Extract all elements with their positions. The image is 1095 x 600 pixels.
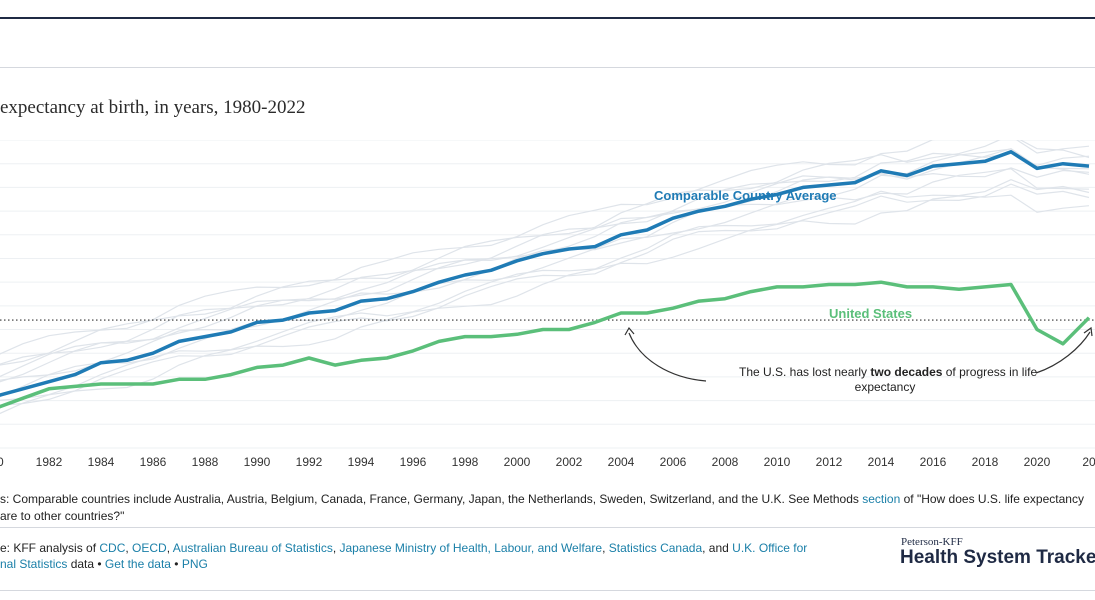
statcan-link[interactable]: Statistics Canada [608,541,703,555]
x-tick-label: 1994 [348,455,375,469]
uk-ons-link[interactable]: U.K. Office for [732,541,808,555]
country-line [0,168,1090,398]
annotation-arrowhead-left [624,326,635,336]
x-tick-label: 2014 [868,455,895,469]
oecd-link[interactable]: OECD [132,541,167,555]
x-tick-label: 2004 [608,455,635,469]
annotation-text-line2: expectancy [855,380,916,394]
source-and: , and [702,541,733,555]
x-tick-label: 1988 [192,455,219,469]
line-chart: Comparable Country Average United States T… [0,140,1095,469]
country-line [0,140,1090,366]
x-tick-label: 2016 [920,455,947,469]
notes-divider [0,527,1095,528]
x-tick-label: 2008 [712,455,739,469]
x-tick-label: 2012 [816,455,843,469]
source-data-word: data • [67,557,105,571]
get-data-link[interactable]: Get the data [104,557,171,571]
label-comparable-country-average: Comparable Country Average [654,188,837,203]
country-line [0,194,1090,415]
country-line [0,179,1090,401]
header-divider [0,67,1095,68]
png-link[interactable]: PNG [181,557,208,571]
brand-peterson-kff: Peterson-KFF [901,536,963,548]
x-tick-label: 2002 [556,455,583,469]
country-line [0,183,1090,406]
x-tick-label: 80 [0,455,4,469]
notes-text-end: of "How does U.S. life expectancy [900,492,1084,506]
chart-title: expectancy at birth, in years, 1980-2022 [0,97,306,118]
x-tick-label: 1992 [296,455,323,469]
footer-divider [0,590,1095,591]
chart-notes: s: Comparable countries include Australi… [0,491,1095,525]
x-tick-label: 1986 [140,455,167,469]
x-tick-label: 20 [1082,455,1095,469]
label-united-states: United States [829,306,912,321]
annotation-arrow-right [1035,331,1091,374]
x-tick-label: 1990 [244,455,271,469]
notes-text: s: Comparable countries include Australi… [0,492,863,506]
annotation-text: The U.S. has lost nearly two decades of … [739,365,1037,379]
country-line [0,140,1090,355]
methods-section-link[interactable]: section [862,492,901,506]
annotation-arrowhead-right [1083,326,1093,337]
chart-source: e: KFF analysis of CDC, OECD, Australian… [0,541,808,571]
x-tick-label: 2010 [764,455,791,469]
x-tick-label: 1982 [36,455,63,469]
notes-text-line2: are to other countries?" [0,509,125,523]
japan-ministry-link[interactable]: Japanese Ministry of Health, Labour, and… [339,541,603,555]
brand-health-system-tracker: Health System Tracke [900,547,1095,568]
x-tick-label: 1984 [88,455,115,469]
abs-link[interactable]: Australian Bureau of Statistics [172,541,333,555]
source-prefix: e: KFF analysis of [0,541,100,555]
source-bullet: • [170,557,182,571]
x-tick-label: 2006 [660,455,687,469]
top-rule [0,17,1095,19]
uk-ons-link-cont[interactable]: nal Statistics [0,557,68,571]
x-tick-label: 1998 [452,455,479,469]
x-tick-label: 2000 [504,455,531,469]
annotation-arrow-left [628,332,707,382]
x-tick-label: 2020 [1024,455,1051,469]
country-line [0,148,1090,378]
x-tick-label: 1996 [400,455,427,469]
comparable-series-line [0,150,1090,397]
x-tick-label: 2018 [972,455,999,469]
us-series-line [0,280,1091,409]
cdc-link[interactable]: CDC [99,541,126,555]
